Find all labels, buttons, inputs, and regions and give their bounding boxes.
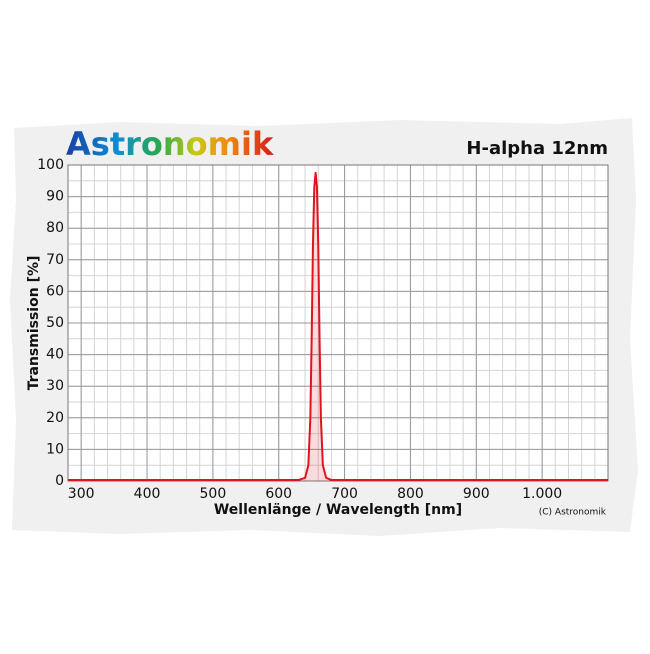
x-tick-label: 1.000 xyxy=(522,486,562,502)
y-tick-label: 70 xyxy=(46,252,64,268)
y-tick-label: 80 xyxy=(46,220,64,236)
y-tick-label: 20 xyxy=(46,410,64,426)
credit: (C) Astronomik xyxy=(539,508,607,518)
x-tick-label: 800 xyxy=(397,486,424,502)
y-tick-label: 50 xyxy=(46,315,64,331)
x-tick-label: 400 xyxy=(134,486,161,502)
x-tick-label: 900 xyxy=(463,486,490,502)
y-tick-label: 60 xyxy=(46,283,64,299)
y-tick-label: 100 xyxy=(37,157,64,173)
line-series xyxy=(68,171,608,482)
x-tick-label: 500 xyxy=(200,486,227,502)
x-tick-label: 700 xyxy=(331,486,358,502)
chart-title: H-alpha 12nm xyxy=(466,138,608,159)
x-tick-label: 600 xyxy=(265,486,292,502)
x-tick-label: 300 xyxy=(68,486,95,502)
y-axis-label: Transmission [%] xyxy=(26,256,42,391)
y-tick-label: 0 xyxy=(55,473,64,489)
y-tick-label: 10 xyxy=(46,441,64,457)
x-axis-label: Wellenlänge / Wavelength [nm] xyxy=(214,502,462,518)
y-tick-label: 90 xyxy=(46,189,64,205)
brand-logo: Astronomik xyxy=(66,125,274,163)
y-tick-label: 30 xyxy=(46,378,64,394)
y-tick-label: 40 xyxy=(46,347,64,363)
